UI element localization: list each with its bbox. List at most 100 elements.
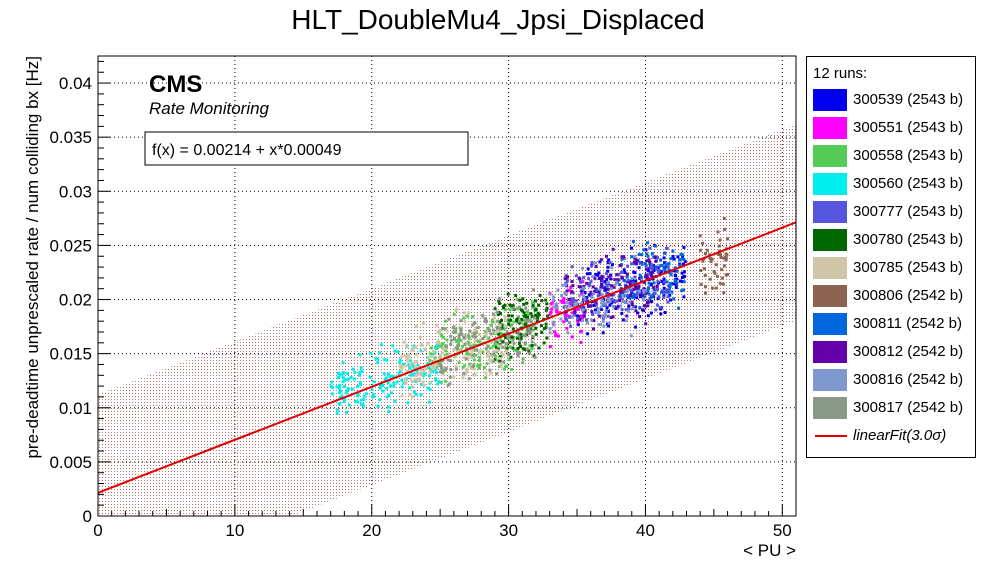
data-point	[586, 299, 590, 303]
data-point	[672, 297, 676, 301]
data-point	[578, 293, 581, 297]
data-point	[462, 311, 466, 315]
data-point	[625, 287, 629, 291]
data-point	[575, 300, 578, 304]
data-point	[405, 369, 409, 373]
data-point	[419, 335, 422, 339]
data-point	[582, 312, 586, 316]
data-point	[545, 336, 549, 340]
data-point	[646, 288, 650, 292]
data-point	[515, 298, 519, 302]
data-point	[515, 307, 519, 311]
data-point	[649, 311, 653, 315]
data-point	[574, 274, 578, 278]
data-point	[724, 252, 728, 256]
y-tick-label: 0	[83, 507, 92, 526]
data-point	[518, 351, 522, 355]
data-point	[419, 349, 423, 353]
data-point	[601, 331, 605, 335]
data-point	[516, 354, 520, 358]
data-point	[606, 261, 610, 265]
data-point	[358, 381, 362, 384]
data-point	[524, 318, 528, 322]
data-point	[433, 346, 437, 349]
data-point	[477, 351, 481, 355]
data-point	[521, 361, 525, 365]
data-point	[658, 305, 662, 309]
data-point	[386, 381, 390, 385]
data-point	[568, 321, 571, 324]
data-point	[622, 257, 626, 260]
data-point	[512, 320, 516, 324]
data-point	[647, 286, 650, 290]
data-point	[681, 255, 685, 259]
data-point	[461, 344, 465, 348]
legend-item: 300817 (2542 b)	[813, 395, 977, 421]
data-point	[433, 356, 437, 360]
data-point	[624, 285, 628, 288]
data-point	[444, 367, 448, 370]
data-point	[472, 321, 476, 325]
data-point	[466, 356, 470, 360]
data-point	[704, 252, 707, 255]
data-point	[415, 369, 419, 373]
data-point	[554, 304, 558, 308]
data-point	[497, 297, 501, 301]
data-point	[644, 292, 648, 295]
data-point	[667, 262, 671, 266]
data-point	[385, 386, 389, 390]
data-point	[511, 304, 515, 308]
legend-swatch	[813, 117, 847, 139]
data-point	[489, 359, 493, 362]
data-point	[405, 356, 409, 360]
data-point	[478, 355, 482, 359]
data-point	[511, 346, 515, 350]
data-point	[456, 338, 460, 342]
x-tick-label: 20	[362, 521, 381, 540]
data-point	[600, 292, 604, 296]
data-point	[423, 348, 427, 352]
data-point	[420, 372, 423, 376]
data-point	[397, 371, 401, 375]
data-point	[408, 366, 412, 370]
data-point	[433, 365, 437, 369]
data-point	[627, 304, 631, 308]
data-point	[564, 283, 567, 287]
data-point	[667, 268, 671, 272]
data-point	[656, 288, 659, 291]
data-point	[564, 305, 568, 309]
data-point	[434, 378, 437, 382]
data-point	[428, 352, 432, 356]
data-point	[563, 277, 567, 281]
data-point	[598, 292, 602, 296]
data-point	[551, 298, 555, 302]
data-point	[669, 298, 672, 302]
data-point	[624, 319, 628, 323]
data-point	[638, 276, 642, 280]
data-point	[413, 345, 417, 349]
data-point	[493, 344, 497, 348]
data-point	[414, 365, 417, 369]
data-point	[503, 367, 506, 371]
data-point	[671, 255, 675, 258]
x-tick-label: 10	[225, 521, 244, 540]
data-point	[428, 374, 431, 378]
data-point	[449, 368, 453, 371]
data-point	[633, 271, 637, 275]
data-point	[681, 262, 685, 266]
data-point	[542, 327, 546, 331]
rate-monitoring-label: Rate Monitoring	[149, 99, 270, 118]
data-point	[532, 316, 536, 320]
data-point	[359, 398, 363, 402]
data-point	[539, 324, 543, 328]
data-point	[369, 351, 373, 355]
data-point	[646, 254, 650, 258]
data-point	[521, 297, 525, 301]
data-point	[514, 294, 518, 297]
data-point	[669, 281, 673, 285]
data-point	[438, 328, 442, 332]
data-point	[389, 391, 393, 395]
data-point	[452, 375, 456, 379]
data-point	[614, 299, 618, 303]
data-point	[474, 333, 478, 337]
